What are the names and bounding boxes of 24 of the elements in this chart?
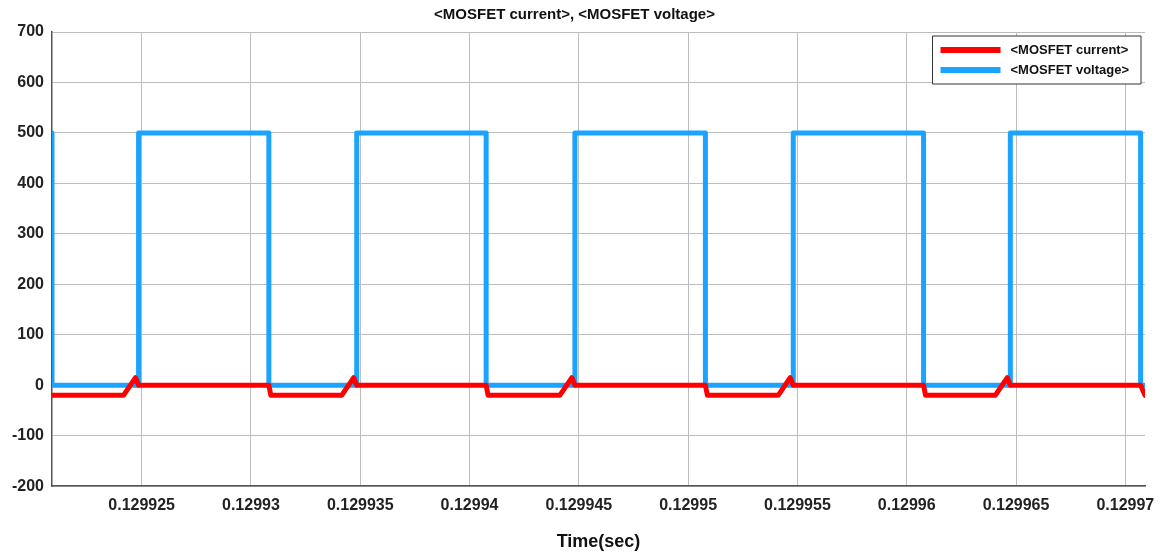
x-tick-label: 0.129945 (545, 496, 613, 514)
y-tick-label: 100 (17, 325, 45, 343)
chart-title: <MOSFET current>, <MOSFET voltage> (434, 5, 716, 23)
y-tick-label: 0 (35, 375, 45, 393)
x-tick-label: 0.12993 (222, 496, 280, 514)
x-axis-title: Time(sec) (556, 531, 641, 552)
y-tick-label: 700 (17, 22, 45, 40)
x-tick-label: 0.12994 (440, 496, 499, 514)
x-tick-label: 0.129935 (326, 496, 394, 514)
x-tick-label: 0.129955 (764, 496, 831, 514)
legend-label: <MOSFET current> (1010, 41, 1129, 57)
y-tick-label: 400 (17, 173, 45, 191)
y-tick-label: -100 (11, 426, 45, 444)
x-tick-label: 0.129925 (108, 496, 176, 514)
y-tick-label: 600 (17, 72, 45, 90)
x-tick-label: 0.12997 (1096, 496, 1155, 514)
y-tick-label: 500 (17, 123, 45, 141)
x-tick-label: 0.129965 (982, 496, 1050, 514)
y-tick-label: 300 (17, 224, 45, 242)
legend-label: <MOSFET voltage> (1010, 61, 1130, 77)
x-tick-label: 0.12996 (877, 496, 936, 514)
y-tick-label: -200 (11, 476, 45, 494)
y-tick-label: 200 (17, 274, 45, 292)
x-tick-label: 0.12995 (659, 496, 718, 514)
